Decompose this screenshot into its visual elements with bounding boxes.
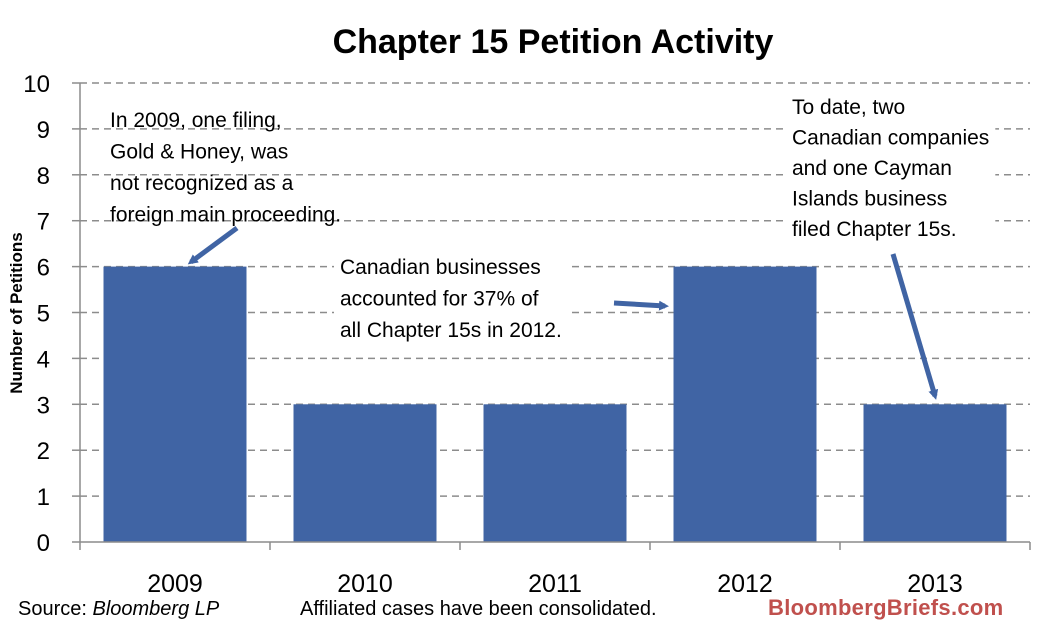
annotation-arrows [187,225,939,400]
footer-note: Affiliated cases have been consolidated. [300,598,657,620]
bar-2013 [863,404,1007,542]
annotation-line: foreign main proceeding. [110,204,341,227]
annotations: In 2009, one filing, Gold & Honey, was not… [110,92,996,351]
annotation-background [334,252,568,351]
arrow-2012 [613,300,669,311]
annotation-line: In 2009, one filing, [110,109,282,132]
chart-title: Chapter 15 Petition Activity [333,23,774,61]
y-ticks: 0 1 2 3 4 5 6 7 8 9 10 [23,71,80,557]
y-tick-label: 10 [23,71,50,98]
y-tick-label: 2 [37,438,50,465]
bar-2012 [673,266,817,542]
bar-2011 [483,404,627,542]
annotation-2009: In 2009, one filing, Gold & Honey, was not… [110,109,341,227]
annotation-line: filed Chapter 15s. [792,218,957,241]
annotation-line: Gold & Honey, was [110,141,288,164]
arrow-2009 [187,225,239,265]
bars [103,266,1007,542]
annotation-line: Canadian companies [792,127,989,150]
bar-2009 [103,266,247,542]
brand-logo-text: BloombergBriefs.com [768,595,1004,620]
y-tick-label: 4 [37,346,50,373]
source-prefix: Source: [18,598,93,620]
annotation-line: Canadian businesses [340,256,541,279]
annotation-line: not recognized as a [110,172,294,195]
x-tick-label-2011: 2011 [528,570,582,598]
x-tick-label-2012: 2012 [717,570,773,598]
y-tick-label: 8 [37,163,50,190]
x-tick-label-2009: 2009 [147,570,203,598]
annotation-2013: To date, two Canadian companies and one Ca… [786,92,996,249]
y-tick-label: 7 [37,209,50,236]
y-tick-label: 1 [37,484,50,511]
y-tick-label: 3 [37,392,50,419]
bar-2010 [293,404,437,542]
annotation-line: To date, two [792,96,905,119]
x-tick-label-2013: 2013 [907,570,963,598]
annotation-line: and one Cayman [792,157,952,180]
annotation-line: all Chapter 15s in 2012. [340,319,562,342]
annotation-background [786,92,996,249]
source-name: Bloomberg LP [92,598,220,620]
y-tick-label: 6 [37,255,50,282]
y-axis-label: Number of Petitions [7,232,26,394]
annotation-line: accounted for 37% of [340,288,539,311]
x-ticks: 2009 2010 2011 2012 2013 [79,542,1031,598]
source-credit: Source: Bloomberg LP [18,598,219,621]
annotation-2012: Canadian businesses accounted for 37% of a… [334,252,568,351]
annotation-line: Islands business [792,188,947,211]
x-tick-label-2010: 2010 [337,570,393,598]
y-tick-label: 9 [37,117,50,144]
y-tick-label: 5 [37,301,50,328]
arrow-2013 [890,253,939,400]
y-tick-label: 0 [37,530,50,557]
